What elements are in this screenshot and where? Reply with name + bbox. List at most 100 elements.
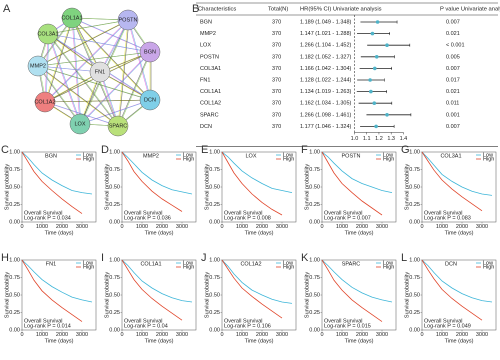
row-name: COL1A1: [200, 89, 221, 95]
x-tick-label: 1000: [36, 224, 48, 230]
x-tick-label: 2000: [456, 224, 468, 230]
gene-title: COL1A2: [240, 261, 261, 267]
x-tick-label: 1000: [436, 332, 448, 338]
node-label: COL1A1: [61, 15, 82, 21]
row-total: 370: [272, 89, 281, 95]
km-note: Overall Survival: [324, 318, 363, 324]
y-tick-label: 0.25: [309, 202, 320, 208]
x-tick-label: 3000: [176, 332, 188, 338]
hr-point: [385, 113, 389, 117]
x-tick-label: 1000: [36, 332, 48, 338]
table-header: P value Univariate analysis: [440, 7, 500, 13]
legend-label: Low: [183, 260, 193, 266]
y-tick-label: 0.75: [209, 275, 220, 281]
y-axis-label: Survival probability: [204, 272, 210, 318]
y-tick-label: 0.00: [9, 327, 20, 333]
legend-label: High: [483, 264, 494, 270]
legend-label: Low: [383, 152, 393, 158]
row-hr: 1.147 (1.021 - 1.288): [300, 31, 352, 37]
hr-point: [372, 66, 377, 71]
gene-title: MMP2: [143, 153, 159, 159]
y-tick-label: 0.75: [109, 167, 120, 173]
hr-point: [375, 20, 380, 24]
y-tick-label: 0.25: [109, 310, 120, 316]
x-tick-label: 3000: [476, 224, 488, 230]
row-p: 0.021: [446, 89, 460, 95]
survival-curve: [421, 151, 483, 212]
survival-curve: [121, 151, 193, 195]
x-tick-label: 2000: [356, 332, 368, 338]
km-note: Overall Survival: [324, 210, 363, 216]
survival-curve: [121, 151, 183, 212]
y-axis-label: Survival probability: [104, 272, 110, 318]
x-tick-label: 0: [220, 332, 223, 338]
x-tick-label: 3000: [76, 332, 88, 338]
node-label: DCN: [144, 97, 156, 103]
node-label: BGN: [144, 49, 156, 55]
row-total: 370: [272, 31, 281, 37]
legend-label: Low: [483, 152, 493, 158]
row-name: POSTN: [200, 54, 219, 60]
y-tick-label: 1.00: [309, 257, 320, 263]
survival-curve: [121, 259, 183, 321]
row-p: 0.007: [446, 66, 460, 72]
row-hr: 1.162 (1.034 - 1.305): [300, 101, 352, 107]
row-hr: 1.134 (1.019 - 1.263): [300, 89, 352, 95]
network-node: [37, 23, 59, 45]
network-edge: [48, 33, 120, 127]
survival-curve: [321, 259, 393, 303]
survival-curve: [21, 259, 83, 322]
row-name: SPARC: [200, 112, 219, 118]
row-p: 0.007: [446, 19, 460, 25]
x-tick-label: 1000: [336, 332, 348, 338]
gene-title: COL3A1: [440, 153, 461, 159]
survival-curve: [421, 259, 483, 321]
row-name: COL3A1: [200, 66, 221, 72]
y-tick-label: 1.00: [109, 257, 120, 263]
y-tick-label: 0.50: [109, 184, 120, 190]
y-tick-label: 0.25: [409, 310, 420, 316]
survival-curve: [21, 151, 83, 214]
x-tick-label: 0: [20, 224, 23, 230]
x-tick-label: 0: [120, 332, 123, 338]
row-p: 0.017: [446, 77, 460, 83]
panel-letter: B: [192, 3, 199, 15]
row-p: < 0.001: [446, 43, 465, 49]
x-tick-label: 0: [420, 332, 423, 338]
network-edge: [38, 65, 120, 127]
x-tick-label: 0: [120, 224, 123, 230]
network-edge: [45, 101, 120, 127]
x-axis-label: Time (days): [145, 338, 174, 344]
x-tick-label: 1.4: [400, 136, 408, 142]
network-edge: [72, 17, 152, 53]
y-tick-label: 0.25: [109, 202, 120, 208]
legend-label: High: [483, 156, 494, 162]
network-edge: [38, 19, 130, 67]
row-hr: 1.266 (1.104 - 1.452): [300, 43, 352, 49]
node-label: POSTN: [119, 17, 138, 23]
y-axis-label: Survival probability: [104, 164, 110, 210]
row-name: LOX: [200, 43, 211, 49]
x-tick-label: 2000: [156, 332, 168, 338]
survival-curve: [321, 259, 383, 322]
km-pvalue: Log-rank P = 0.04: [124, 323, 168, 329]
survival-curve: [121, 259, 193, 303]
survival-curve: [221, 151, 283, 216]
row-name: FN1: [200, 77, 210, 83]
y-tick-label: 0.75: [109, 275, 120, 281]
network-edge: [44, 71, 101, 103]
hr-point: [369, 89, 373, 94]
network-edge: [79, 99, 151, 125]
row-p: 0.021: [446, 31, 460, 37]
panel-letter: D: [101, 144, 109, 156]
x-tick-label: 2000: [56, 332, 68, 338]
x-tick-label: 3000: [76, 224, 88, 230]
gene-title: COL1A1: [140, 261, 161, 267]
km-pvalue: Log-rank P = 0.008: [224, 215, 271, 221]
network-node: [139, 89, 161, 111]
y-tick-label: 1.00: [9, 257, 20, 263]
x-tick-label: 0: [220, 224, 223, 230]
x-tick-label: 1000: [236, 332, 248, 338]
network-edge: [127, 19, 151, 101]
legend-label: High: [383, 156, 394, 162]
